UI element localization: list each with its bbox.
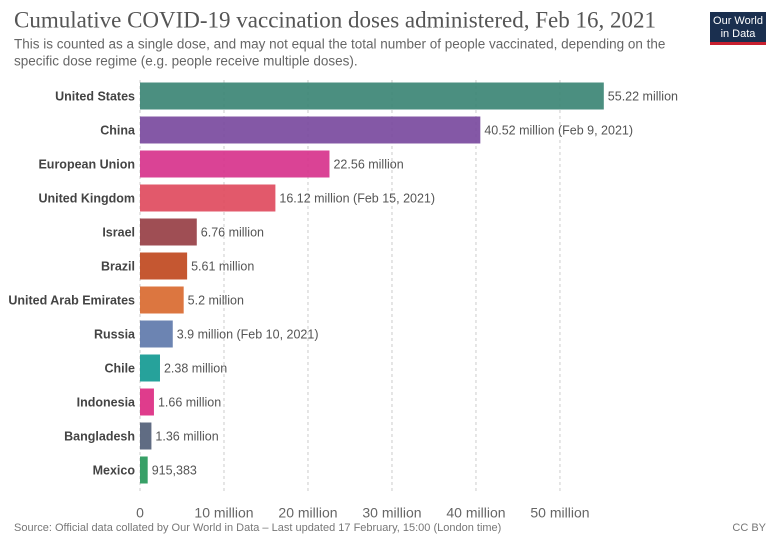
category-label: China [100,123,136,137]
logo [710,12,766,42]
x-tick-label: 50 million [530,505,589,521]
category-label: Russia [94,327,136,341]
value-label: 55.22 million [608,89,678,103]
bar [140,218,197,246]
bar [140,354,160,382]
category-label: Israel [102,225,135,239]
bar [140,456,148,484]
category-label: United Arab Emirates [8,293,135,307]
logo-bar [710,42,766,45]
value-label: 1.66 million [158,395,221,409]
category-label: European Union [38,157,135,171]
subtitle: specific dose regime (e.g. people receiv… [14,54,358,69]
bar [140,422,152,450]
category-label: Bangladesh [64,429,135,443]
value-label: 16.12 million (Feb 15, 2021) [279,191,435,205]
bar [140,150,330,178]
value-label: 1.36 million [155,429,218,443]
source: Source: Official data collated by Our Wo… [14,522,501,534]
bar [140,286,184,314]
logo-text: Our World [713,15,763,27]
subtitle: This is counted as a single dose, and ma… [14,37,665,52]
category-label: Indonesia [77,395,136,409]
x-tick-label: 40 million [446,505,505,521]
value-label: 5.2 million [188,293,244,307]
value-label: 3.9 million (Feb 10, 2021) [177,327,319,341]
value-label: 2.38 million [164,361,227,375]
category-label: Mexico [93,463,136,477]
category-label: United Kingdom [38,191,135,205]
x-tick-label: 0 [136,505,144,521]
license: CC BY [732,522,766,534]
bar [140,320,173,348]
x-tick-label: 20 million [278,505,337,521]
logo-text: in Data [721,28,757,40]
bar [140,82,604,110]
category-label: Chile [104,361,135,375]
category-label: United States [55,89,135,103]
value-label: 6.76 million [201,225,264,239]
value-label: 915,383 [152,463,197,477]
bar [140,184,276,212]
bar [140,116,481,144]
chart-title: Cumulative COVID-19 vaccination doses ad… [14,7,656,32]
x-tick-label: 30 million [362,505,421,521]
value-label: 5.61 million [191,259,254,273]
bar [140,252,188,280]
bar [140,388,154,416]
x-tick-label: 10 million [194,505,253,521]
category-label: Brazil [101,259,135,273]
value-label: 22.56 million [333,157,403,171]
value-label: 40.52 million (Feb 9, 2021) [484,123,633,137]
